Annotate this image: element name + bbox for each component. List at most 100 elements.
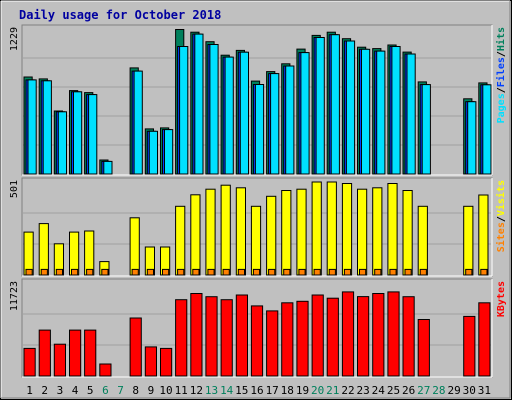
legend-label: Pages/Files/Hits [495, 27, 507, 123]
bar-kbytes [53, 343, 66, 377]
x-tick-label: 24 [372, 384, 386, 397]
legend-entry: KBytes [496, 281, 507, 317]
x-tick-label: 10 [159, 384, 172, 397]
x-tick-label: 17 [266, 384, 279, 397]
y-axis-max-label: 501 [9, 180, 20, 198]
bar-pages [315, 37, 325, 175]
bar-pages [391, 46, 401, 175]
bar-pages [27, 79, 37, 175]
x-tick-label: 5 [87, 384, 94, 397]
bar-kbytes [357, 296, 370, 377]
bar-pages [467, 101, 477, 175]
bar-pages [209, 44, 219, 175]
bar-kbytes [69, 329, 82, 377]
bar-sites [313, 268, 321, 276]
bar-kbytes [235, 294, 249, 377]
bar-kbytes [326, 297, 339, 377]
bar-pages [148, 130, 159, 175]
x-tick-label: 22 [341, 384, 354, 397]
bar-visits [220, 184, 231, 276]
bar-sites [25, 268, 33, 276]
x-tick-label: 21 [326, 384, 339, 397]
bar-kbytes [160, 347, 173, 377]
bar-pages [57, 111, 67, 175]
bar-kbytes [402, 296, 415, 377]
x-tick-label: 31 [478, 384, 491, 397]
bar-visits [281, 190, 292, 276]
bar-sites [192, 268, 200, 276]
panel-top: 1229 Pages/Files/Hits [9, 24, 507, 176]
bar-kbytes [205, 296, 218, 377]
bar-sites [146, 268, 155, 276]
x-tick-label: 6 [102, 384, 109, 397]
legend-entry: / [496, 216, 507, 222]
y-axis-max-label: 11723 [9, 281, 20, 311]
bar-visits [38, 223, 49, 276]
bar-visits [23, 231, 34, 276]
bar-visits [311, 181, 322, 276]
bar-visits [387, 183, 398, 276]
bar-kbytes [84, 329, 97, 377]
bar-pages [482, 84, 492, 175]
bar-pages [42, 80, 52, 175]
bar-pages [194, 33, 204, 175]
bar-visits [357, 188, 368, 276]
bar-kbytes [311, 294, 324, 377]
x-tick-label: 19 [296, 384, 309, 397]
bar-visits [190, 194, 201, 276]
x-tick-label: 20 [311, 384, 324, 397]
bar-pages [361, 48, 371, 175]
bar-sites [298, 268, 306, 276]
bar-sites [207, 268, 215, 276]
bar-sites [237, 268, 246, 276]
legend-entry: Pages [496, 93, 507, 123]
bar-kbytes [250, 305, 264, 377]
bar-kbytes [175, 299, 188, 377]
x-tick-label: 3 [57, 384, 64, 397]
bar-kbytes [38, 329, 51, 377]
bar-sites [40, 268, 48, 276]
chart-title: Daily usage for October 2018 [19, 8, 221, 22]
x-tick-label: 28 [432, 384, 445, 397]
bar-pages [345, 40, 356, 175]
bar-sites [389, 268, 397, 276]
bar-visits [326, 181, 337, 276]
bar-visits [463, 205, 474, 276]
bar-visits [235, 187, 247, 276]
x-tick-label: 14 [220, 384, 234, 397]
x-tick-label: 1 [26, 384, 33, 397]
x-tick-label: 29 [447, 384, 460, 397]
bar-pages [239, 51, 250, 175]
bar-pages [103, 160, 113, 175]
x-tick-label: 11 [175, 384, 188, 397]
bar-kbytes [341, 291, 355, 377]
bar-kbytes [463, 315, 476, 377]
bar-sites [480, 268, 488, 276]
bar-pages [133, 70, 143, 175]
bar-visits [478, 194, 489, 276]
bar-sites [328, 268, 336, 276]
bar-kbytes [190, 293, 203, 377]
bar-sites [252, 268, 261, 276]
bar-visits [84, 230, 95, 276]
x-tick-label: 2 [41, 384, 48, 397]
bar-sites [71, 268, 79, 276]
x-tick-label: 27 [417, 384, 430, 397]
bar-visits [296, 188, 307, 276]
bar-pages [73, 91, 83, 175]
x-tick-label: 16 [250, 384, 263, 397]
legend-entry: Visits [495, 180, 507, 216]
bar-pages [406, 53, 416, 175]
x-tick-label: 12 [190, 384, 203, 397]
bar-sites [374, 268, 382, 276]
y-axis-max-label: 1229 [9, 27, 20, 51]
bar-pages [179, 46, 189, 175]
x-tick-label: 7 [117, 384, 124, 397]
bar-visits [341, 183, 353, 276]
legend-entry: / [496, 87, 507, 93]
bar-pages [300, 52, 310, 175]
bar-sites [404, 268, 412, 276]
panel-bottom: 11723 KBytes [9, 278, 507, 378]
bar-pages [254, 84, 265, 175]
